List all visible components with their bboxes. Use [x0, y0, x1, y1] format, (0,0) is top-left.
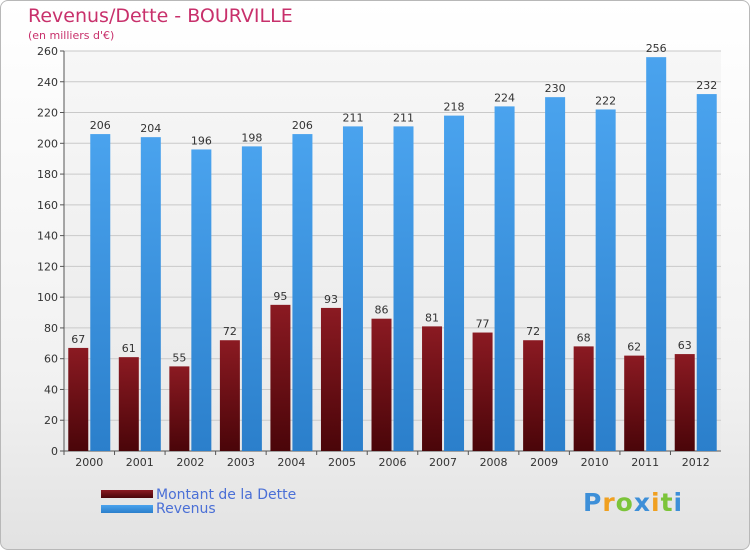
data-label-dette: 63 — [678, 339, 692, 352]
bar-revenus-2009 — [545, 97, 566, 452]
y-tick-label: 260 — [37, 45, 58, 58]
logo-letter: P — [583, 488, 603, 517]
x-tick-label: 2001 — [126, 456, 154, 469]
bar-revenus-2011 — [646, 57, 667, 452]
bar-revenus-2004 — [292, 134, 313, 452]
logo-letter: i — [673, 488, 684, 517]
proxiti-logo: Proxiti — [583, 488, 683, 517]
x-tick-label: 2007 — [429, 456, 457, 469]
bar-dette-2010 — [573, 346, 594, 451]
logo-letter: o — [615, 488, 634, 517]
x-tick-label: 2010 — [581, 456, 609, 469]
data-label-revenus: 204 — [140, 122, 161, 135]
x-tick-label: 2012 — [682, 456, 710, 469]
data-label-revenus: 206 — [292, 119, 313, 132]
data-label-dette: 72 — [223, 325, 237, 338]
data-label-dette: 86 — [375, 304, 389, 317]
bar-dette-2000 — [68, 347, 89, 451]
bar-dette-2006 — [371, 318, 392, 451]
logo-letter: x — [633, 488, 651, 517]
data-label-dette: 81 — [425, 311, 439, 324]
logo-letter: t — [660, 488, 674, 517]
bar-dette-2003 — [219, 340, 240, 451]
data-label-dette: 93 — [324, 293, 338, 306]
data-label-revenus: 222 — [595, 94, 616, 107]
chart-title: Revenus/Dette - BOURVILLE — [28, 5, 293, 27]
y-tick-label: 200 — [37, 137, 58, 150]
bar-revenus-2001 — [140, 137, 161, 451]
bar-dette-2009 — [523, 340, 544, 451]
y-tick-label: 60 — [44, 353, 58, 366]
x-tick-label: 2000 — [75, 456, 103, 469]
y-tick-label: 20 — [44, 414, 58, 427]
bar-dette-2011 — [624, 355, 645, 451]
logo-letter: r — [602, 488, 616, 517]
bar-revenus-2002 — [191, 149, 212, 451]
y-tick-label: 160 — [37, 199, 58, 212]
x-tick-label: 2004 — [277, 456, 305, 469]
bar-dette-2004 — [270, 304, 291, 451]
x-tick-label: 2003 — [227, 456, 255, 469]
bar-revenus-2007 — [444, 115, 465, 451]
bar-revenus-2010 — [595, 109, 616, 451]
data-label-dette: 95 — [273, 290, 287, 303]
y-tick-label: 140 — [37, 230, 58, 243]
y-tick-label: 80 — [44, 322, 58, 335]
data-label-revenus: 211 — [342, 111, 363, 124]
legend-label-dette: Montant de la Dette — [156, 487, 297, 503]
x-tick-label: 2009 — [530, 456, 558, 469]
data-label-dette: 62 — [627, 341, 641, 354]
bar-dette-2001 — [118, 357, 139, 451]
x-tick-label: 2002 — [176, 456, 204, 469]
data-label-dette: 55 — [172, 351, 186, 364]
bar-revenus-2006 — [393, 126, 414, 451]
y-tick-label: 180 — [37, 168, 58, 181]
y-tick-label: 120 — [37, 260, 58, 273]
data-label-dette: 72 — [526, 325, 540, 338]
legend-swatch-dette — [101, 490, 153, 498]
y-tick-label: 0 — [51, 445, 58, 458]
bar-revenus-2008 — [494, 106, 515, 451]
data-label-revenus: 224 — [494, 91, 515, 104]
data-label-revenus: 256 — [646, 42, 667, 55]
data-label-revenus: 206 — [90, 119, 111, 132]
data-label-revenus: 232 — [696, 79, 717, 92]
data-label-dette: 68 — [577, 331, 591, 344]
data-label-revenus: 230 — [545, 82, 566, 95]
x-tick-label: 2006 — [379, 456, 407, 469]
y-tick-label: 40 — [44, 383, 58, 396]
x-tick-label: 2011 — [631, 456, 659, 469]
bar-revenus-2005 — [342, 126, 363, 451]
x-tick-label: 2005 — [328, 456, 356, 469]
data-label-revenus: 196 — [191, 134, 212, 147]
data-label-revenus: 211 — [393, 111, 414, 124]
bar-revenus-2003 — [241, 146, 262, 451]
data-label-revenus: 218 — [444, 101, 465, 114]
legend-swatch-revenus — [101, 505, 153, 513]
y-tick-label: 220 — [37, 107, 58, 120]
logo-letter: i — [651, 488, 661, 517]
bar-dette-2008 — [472, 332, 493, 451]
data-label-dette: 77 — [476, 318, 490, 331]
bar-revenus-2012 — [696, 94, 717, 452]
data-label-revenus: 198 — [241, 131, 262, 144]
bar-dette-2002 — [169, 366, 190, 451]
legend-label-revenus: Revenus — [156, 501, 216, 517]
bar-revenus-2000 — [90, 134, 111, 452]
y-tick-label: 240 — [37, 76, 58, 89]
bar-dette-2005 — [320, 307, 341, 451]
data-label-dette: 61 — [122, 342, 136, 355]
bar-dette-2012 — [674, 354, 695, 451]
data-label-dette: 67 — [71, 333, 85, 346]
chart-subtitle: (en milliers d'€) — [28, 29, 115, 42]
x-tick-label: 2008 — [480, 456, 508, 469]
y-tick-label: 100 — [37, 291, 58, 304]
bar-dette-2007 — [422, 326, 443, 451]
